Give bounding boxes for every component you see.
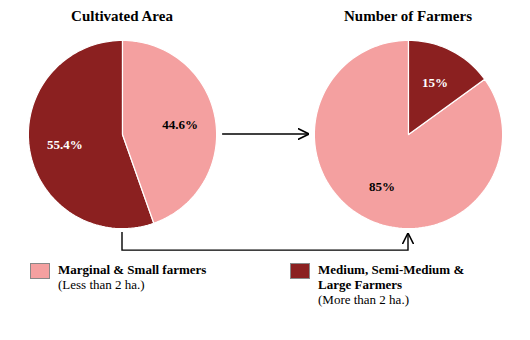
svg-text:15%: 15% xyxy=(422,75,448,90)
svg-text:44.6%: 44.6% xyxy=(162,117,198,132)
svg-text:55.4%: 55.4% xyxy=(47,137,83,152)
html-text:Medium, Semi-Medium &: Medium, Semi-Medium & xyxy=(318,262,465,277)
html-text:Large Farmers: Large Farmers xyxy=(318,277,403,292)
html-text:Marginal & Small farmers: Marginal & Small farmers xyxy=(58,262,207,277)
html-text:Number of Farmers: Number of Farmers xyxy=(344,8,472,24)
html-text:(More than 2 ha.): (More than 2 ha.) xyxy=(318,292,409,307)
html-text:Cultivated Area: Cultivated Area xyxy=(71,8,173,24)
html-text:(Less than 2 ha.): (Less than 2 ha.) xyxy=(58,277,145,292)
svg-text:85%: 85% xyxy=(369,179,395,194)
